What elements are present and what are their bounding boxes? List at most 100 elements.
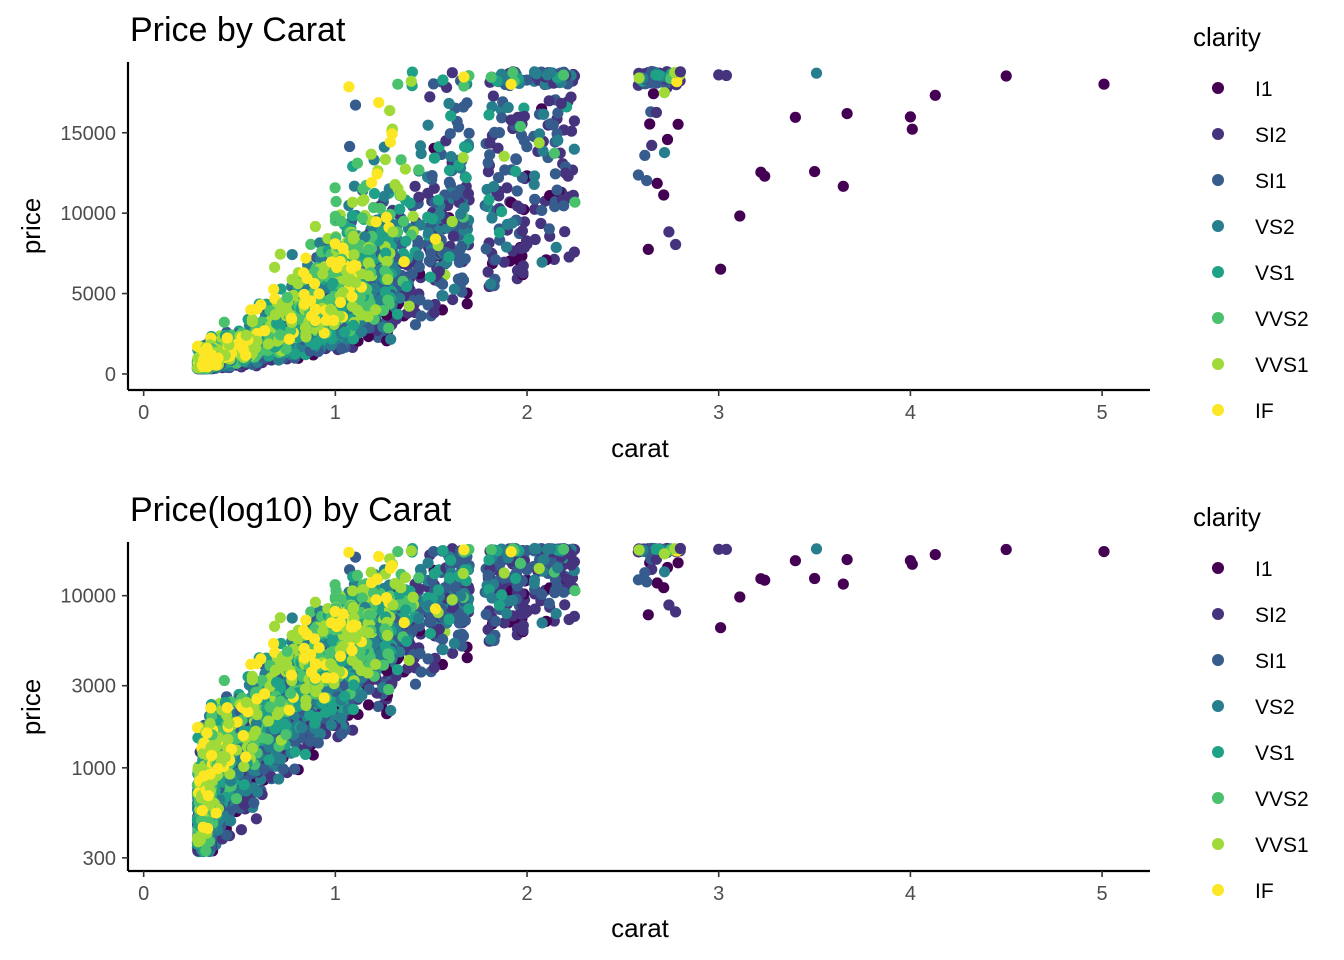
scatter-point	[351, 157, 363, 169]
scatter-point	[381, 273, 394, 285]
scatter-point	[347, 196, 359, 208]
scatter-point	[370, 216, 382, 228]
scatter-point	[444, 128, 456, 140]
scatter-point	[658, 189, 670, 201]
scatter-point	[437, 74, 449, 86]
scatter-point	[405, 75, 417, 87]
scatter-point	[308, 278, 321, 290]
scatter-point	[407, 210, 419, 222]
scatter-point	[437, 290, 449, 302]
scatter-point	[428, 152, 441, 164]
scatter-point	[262, 338, 274, 350]
scatter-point	[492, 142, 504, 154]
scatter-point	[651, 577, 663, 589]
scatter-point	[406, 66, 418, 78]
y-tick-label: 0	[105, 364, 116, 386]
scatter-point	[428, 182, 440, 194]
scatter-point	[368, 188, 381, 200]
scatter-point	[533, 128, 546, 140]
scatter-point	[309, 220, 321, 233]
scatter-point	[810, 67, 823, 79]
scatter-point	[251, 303, 263, 315]
scatter-point	[432, 194, 445, 206]
y-tick-label: 15000	[60, 123, 116, 145]
scatter-point	[515, 129, 528, 141]
scatter-point	[674, 66, 687, 78]
scatter-point	[347, 230, 359, 242]
scatter-point	[461, 97, 473, 109]
scatter-point	[528, 178, 540, 190]
scatter-point	[499, 164, 511, 176]
scatter-point	[329, 210, 341, 222]
scatter-point	[720, 69, 733, 82]
scatter-point	[424, 91, 436, 103]
scatter-point	[483, 194, 495, 206]
scatter-point	[543, 223, 555, 235]
scatter-point	[443, 251, 455, 263]
scatter-point	[201, 342, 213, 354]
scatter-point	[463, 233, 475, 245]
scatter-point	[658, 147, 671, 159]
chart-panel-price-log10-by-carat: Price(log10) by Carat 0 1 2 3 4 5300100030001…	[16, 491, 1309, 943]
scatter-point	[221, 332, 233, 344]
scatter-point	[348, 180, 360, 192]
scatter-point	[283, 333, 295, 345]
scatter-point	[906, 123, 918, 135]
scatter-point	[453, 121, 465, 133]
scatter-point	[809, 166, 821, 178]
scatter-point	[642, 243, 654, 255]
scatter-point	[501, 241, 513, 253]
scatter-point	[632, 169, 645, 181]
scatter-point	[568, 115, 581, 127]
scatter-point	[381, 255, 393, 268]
scatter-point	[415, 310, 427, 322]
scatter-point	[536, 204, 548, 216]
scatter-point	[661, 133, 674, 146]
scatter-point	[463, 127, 475, 139]
scatter-point	[550, 241, 562, 253]
scatter-point	[409, 180, 421, 192]
scatter-points	[191, 65, 1110, 375]
scatter-point	[443, 176, 455, 188]
scatter-point	[378, 190, 390, 202]
scatter-point	[538, 108, 550, 120]
x-axis-title: carat	[611, 433, 670, 463]
scatter-point	[317, 268, 329, 280]
scatter-point	[460, 172, 472, 184]
scatter-point	[399, 163, 411, 175]
scatter-point	[789, 111, 802, 123]
scatter-point	[286, 249, 298, 261]
scatter-point	[422, 119, 434, 131]
scatter-point	[653, 69, 665, 81]
scatter-point	[448, 283, 460, 295]
scatter-point	[449, 189, 461, 201]
scatter-point	[320, 314, 332, 326]
scatter-point	[330, 195, 342, 208]
scatter-point	[382, 294, 394, 306]
scatter-point	[663, 226, 675, 238]
legend-title: clarity	[1193, 22, 1261, 52]
scatter-point	[457, 152, 469, 164]
scatter-point	[198, 354, 210, 366]
legend-label-vs1: VS1	[1255, 262, 1295, 285]
scatter-point	[447, 230, 459, 242]
scatter-point	[429, 233, 442, 245]
scatter-point	[486, 212, 498, 224]
scatter-point	[368, 201, 380, 214]
scatter-point	[549, 201, 561, 213]
legend-key-si1	[1212, 174, 1224, 186]
scatter-point	[552, 134, 564, 146]
legend-key-vs1	[1212, 266, 1224, 278]
scatter-point	[400, 235, 412, 247]
scatter-point	[485, 71, 497, 83]
scatter-point	[363, 270, 375, 282]
scatter-point	[428, 307, 440, 319]
scatter-point	[406, 268, 418, 280]
scatter-point	[658, 87, 671, 99]
scatter-point	[502, 101, 514, 114]
scatter-point	[458, 71, 470, 83]
scatter-point	[286, 273, 298, 286]
scatter-point	[755, 166, 767, 178]
scatter-point	[490, 254, 502, 266]
